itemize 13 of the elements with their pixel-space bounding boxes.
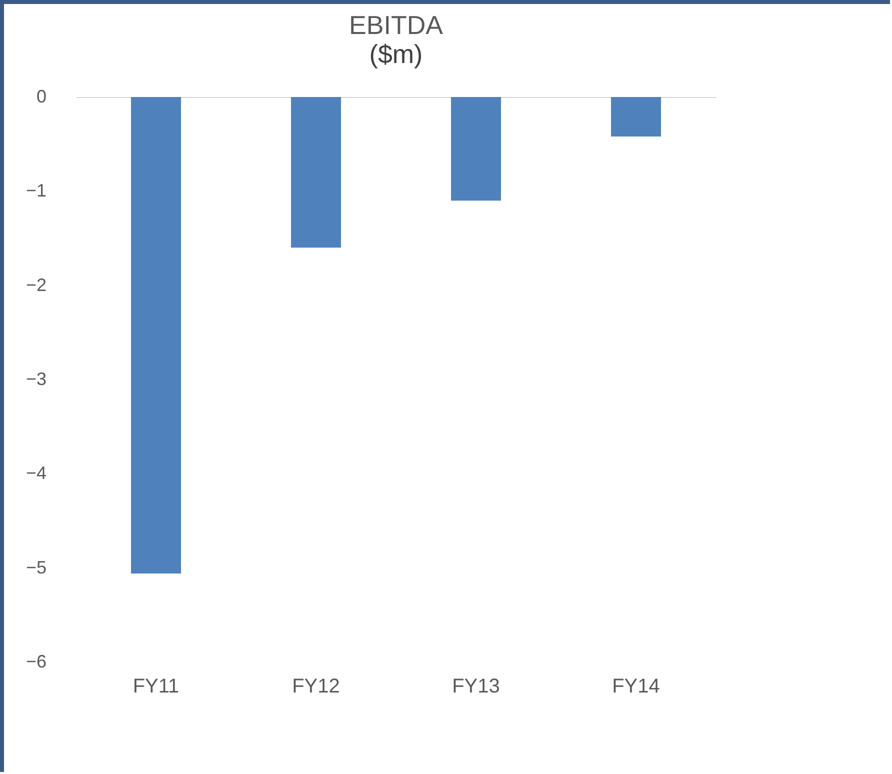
chart-subtitle: ($m)	[369, 39, 423, 69]
y-tick-label: −5	[26, 557, 46, 578]
x-tick-label: FY11	[132, 676, 180, 698]
y-tick-label: −3	[26, 369, 46, 389]
y-tick-label: −6	[26, 652, 46, 672]
x-tick-label: FY14	[612, 676, 660, 698]
x-tick-label: FY12	[292, 676, 340, 698]
y-tick-label: 0	[36, 86, 46, 106]
x-tick-label: FY13	[452, 676, 500, 698]
y-tick-label: −1	[26, 180, 46, 201]
chart-title: EBITDA	[349, 10, 444, 40]
y-tick-label: −4	[26, 463, 46, 484]
y-tick-label: −2	[26, 274, 46, 295]
